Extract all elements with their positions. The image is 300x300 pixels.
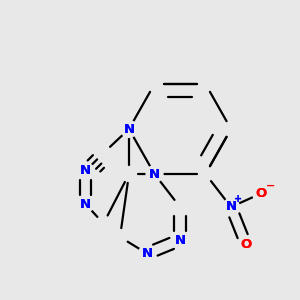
Text: +: +: [234, 194, 243, 205]
Text: N: N: [141, 247, 153, 260]
Text: N: N: [123, 122, 135, 136]
Text: +: +: [234, 194, 243, 205]
Text: O: O: [255, 187, 267, 200]
Circle shape: [121, 121, 137, 137]
Circle shape: [77, 163, 94, 179]
Text: O: O: [240, 238, 252, 251]
Text: N: N: [80, 197, 91, 211]
Text: N: N: [174, 233, 186, 247]
Text: N: N: [80, 164, 91, 178]
Text: N: N: [225, 200, 237, 214]
Text: −: −: [266, 181, 275, 191]
Circle shape: [139, 245, 155, 262]
Text: N: N: [149, 167, 160, 181]
Text: N: N: [149, 167, 160, 181]
Circle shape: [77, 196, 94, 212]
Text: O: O: [255, 187, 267, 200]
Circle shape: [146, 166, 163, 182]
Text: O: O: [240, 238, 252, 251]
Circle shape: [238, 236, 254, 253]
Text: N: N: [141, 247, 153, 260]
Circle shape: [172, 232, 188, 248]
Text: N: N: [225, 200, 237, 214]
Circle shape: [253, 185, 269, 202]
Text: N: N: [174, 233, 186, 247]
Text: −: −: [266, 181, 275, 191]
Circle shape: [223, 199, 239, 215]
Text: N: N: [80, 164, 91, 178]
Text: N: N: [123, 122, 135, 136]
Text: N: N: [80, 197, 91, 211]
